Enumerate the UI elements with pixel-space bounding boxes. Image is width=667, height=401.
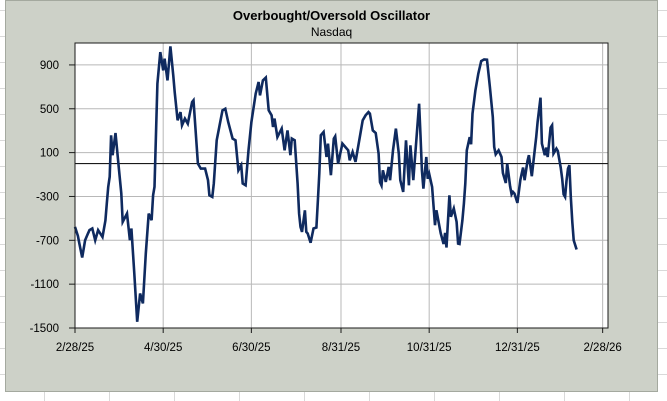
y-tick-label: 900 xyxy=(40,60,59,72)
x-tick-label: 10/31/25 xyxy=(407,342,452,354)
y-tick-label: 500 xyxy=(40,104,59,116)
oscillator-chart: Overbought/Oversold Oscillator Nasdaq 90… xyxy=(5,0,658,392)
spreadsheet-cells-bottom xyxy=(0,392,667,401)
x-tick-label: 6/30/25 xyxy=(232,342,270,354)
y-tick-label: -1100 xyxy=(30,279,59,291)
oscillator-line xyxy=(73,46,578,322)
y-tick-label: -1500 xyxy=(30,323,59,335)
x-tick-label: 2/28/26 xyxy=(583,342,621,354)
plot-frame xyxy=(74,42,609,329)
spreadsheet-cells-right xyxy=(658,0,667,401)
spreadsheet-cells-left xyxy=(0,0,5,401)
x-tick-label: 8/31/25 xyxy=(322,342,360,354)
y-tick-label: -700 xyxy=(36,235,59,247)
x-tick-label: 2/28/25 xyxy=(56,342,94,354)
x-tick-label: 4/30/25 xyxy=(144,342,182,354)
chart-title: Overbought/Oversold Oscillator xyxy=(232,8,431,23)
x-tick-label: 12/31/25 xyxy=(495,342,540,354)
y-tick-label: 100 xyxy=(40,148,59,160)
y-tick-label: -300 xyxy=(36,191,59,203)
chart-subtitle: Nasdaq xyxy=(310,25,353,39)
plot-area: 900 500 100 -300 -700 -1100 -1500 2/28/25 4/30/2… xyxy=(30,42,622,354)
